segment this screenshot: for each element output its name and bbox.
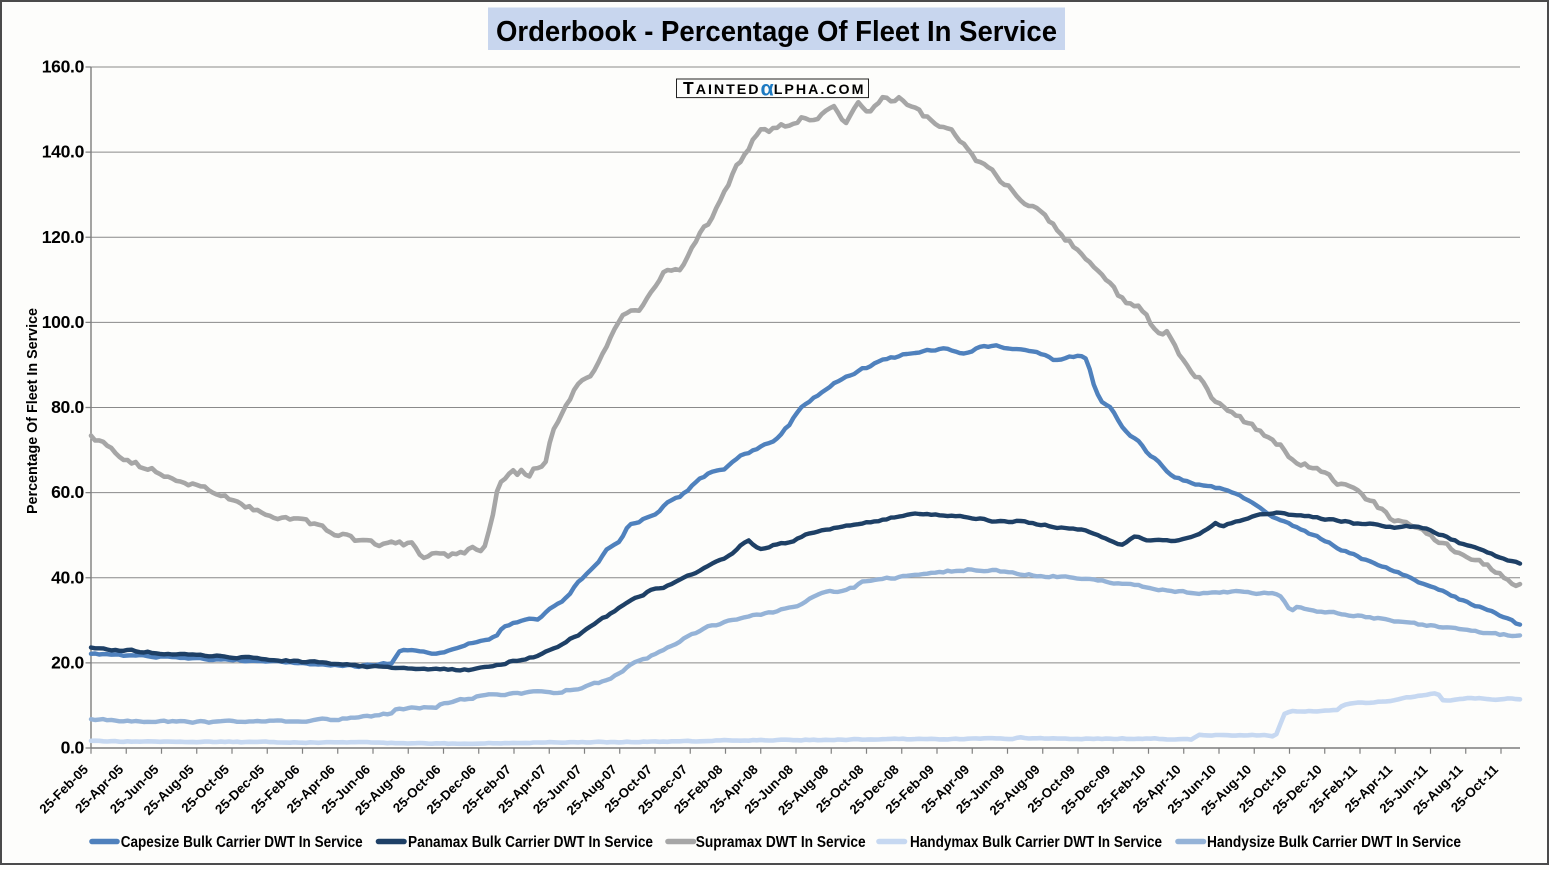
svg-text:Panamax Bulk Carrier DWT In Se: Panamax Bulk Carrier DWT In Service	[408, 834, 653, 851]
svg-text:140.0: 140.0	[42, 142, 85, 162]
svg-text:20.0: 20.0	[51, 653, 84, 673]
svg-text:160.0: 160.0	[42, 57, 85, 77]
svg-text:60.0: 60.0	[51, 482, 84, 502]
svg-text:40.0: 40.0	[51, 567, 84, 587]
svg-text:Handysize Bulk Carrier DWT In: Handysize Bulk Carrier DWT In Service	[1207, 834, 1461, 851]
svg-text:120.0: 120.0	[42, 227, 85, 247]
svg-text:Percentage Of Fleet In Service: Percentage Of Fleet In Service	[25, 308, 41, 514]
svg-text:0.0: 0.0	[61, 738, 85, 758]
svg-text:100.0: 100.0	[42, 312, 85, 332]
svg-text:Orderbook - Percentage Of Flee: Orderbook - Percentage Of Fleet In Servi…	[496, 16, 1057, 48]
svg-text:Handymax Bulk Carrier DWT In S: Handymax Bulk Carrier DWT In Service	[910, 834, 1162, 851]
svg-text:80.0: 80.0	[51, 397, 84, 417]
svg-text:Capesize Bulk Carrier DWT In S: Capesize Bulk Carrier DWT In Service	[121, 834, 363, 851]
svg-text:Supramax DWT In Service: Supramax DWT In Service	[696, 834, 866, 851]
